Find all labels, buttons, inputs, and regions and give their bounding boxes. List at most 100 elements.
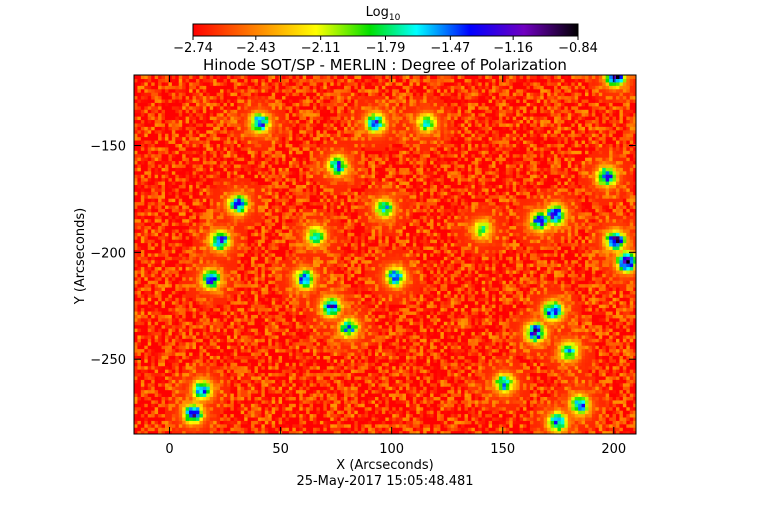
- heatmap-cell: [292, 253, 296, 257]
- heatmap-cell: [134, 386, 138, 390]
- heatmap-cell: [134, 215, 138, 219]
- heatmap-cell: [268, 342, 272, 346]
- heatmap-cell: [199, 403, 203, 407]
- heatmap-cell: [272, 253, 276, 257]
- heatmap-cell: [186, 403, 190, 407]
- heatmap-cell: [189, 232, 193, 236]
- heatmap-cell: [144, 181, 148, 185]
- heatmap-cell: [275, 393, 279, 397]
- heatmap-cell: [134, 184, 138, 188]
- heatmap-cell: [199, 253, 203, 257]
- heatmap-cell: [210, 119, 214, 123]
- heatmap-cell: [292, 328, 296, 332]
- heatmap-cell: [199, 106, 203, 110]
- heatmap-cell: [179, 386, 183, 390]
- heatmap-cell: [258, 106, 262, 110]
- heatmap-cell: [251, 328, 255, 332]
- heatmap-cell: [255, 355, 259, 359]
- heatmap-cell: [275, 246, 279, 250]
- heatmap-cell: [137, 390, 141, 394]
- heatmap-cell: [220, 325, 224, 329]
- heatmap-cell: [292, 260, 296, 264]
- heatmap-cell: [234, 362, 238, 366]
- heatmap-cell: [141, 171, 145, 175]
- heatmap-cell: [196, 232, 200, 236]
- heatmap-cell: [268, 178, 272, 182]
- heatmap-cell: [258, 420, 262, 424]
- heatmap-cell: [275, 290, 279, 294]
- heatmap-cell: [255, 390, 259, 394]
- heatmap-cell: [234, 369, 238, 373]
- heatmap-cell: [272, 260, 276, 264]
- heatmap-cell: [137, 82, 141, 86]
- heatmap-cell: [275, 164, 279, 168]
- heatmap-cell: [186, 386, 190, 390]
- heatmap-cell: [162, 198, 166, 202]
- heatmap-cell: [265, 338, 269, 342]
- heatmap-cell: [248, 301, 252, 305]
- heatmap-cell: [258, 294, 262, 298]
- heatmap-cell: [158, 270, 162, 274]
- heatmap-cell: [206, 386, 210, 390]
- heatmap-cell: [165, 407, 169, 411]
- heatmap-cell: [144, 263, 148, 267]
- heatmap-cell: [151, 396, 155, 400]
- heatmap-cell: [155, 212, 159, 216]
- heatmap-cell: [230, 171, 234, 175]
- heatmap-cell: [268, 140, 272, 144]
- heatmap-cell: [137, 318, 141, 322]
- heatmap-cell: [137, 372, 141, 376]
- heatmap-cell: [206, 355, 210, 359]
- heatmap-cell: [165, 143, 169, 147]
- heatmap-cell: [285, 150, 289, 154]
- heatmap-cell: [148, 420, 152, 424]
- heatmap-cell: [189, 225, 193, 229]
- heatmap-cell: [282, 393, 286, 397]
- heatmap-cell: [258, 99, 262, 103]
- heatmap-cell: [165, 304, 169, 308]
- heatmap-cell: [227, 359, 231, 363]
- heatmap-cell: [255, 181, 259, 185]
- heatmap-cell: [268, 236, 272, 240]
- heatmap-cell: [158, 325, 162, 329]
- heatmap-cell: [162, 232, 166, 236]
- heatmap-cell: [175, 123, 179, 127]
- heatmap-cell: [141, 366, 145, 370]
- heatmap-cell: [220, 215, 224, 219]
- heatmap-cell: [234, 263, 238, 267]
- heatmap-cell: [227, 390, 231, 394]
- heatmap-cell: [155, 328, 159, 332]
- heatmap-cell: [292, 335, 296, 339]
- heatmap-cell: [241, 171, 245, 175]
- heatmap-cell: [220, 225, 224, 229]
- heatmap-cell: [289, 164, 293, 168]
- heatmap-cell: [137, 123, 141, 127]
- heatmap-cell: [179, 407, 183, 411]
- heatmap-cell: [261, 116, 265, 120]
- heatmap-cell: [230, 157, 234, 161]
- heatmap-cell: [230, 263, 234, 267]
- heatmap-cell: [148, 263, 152, 267]
- heatmap-cell: [155, 410, 159, 414]
- heatmap-cell: [203, 113, 207, 117]
- heatmap-cell: [179, 89, 183, 93]
- heatmap-cell: [165, 290, 169, 294]
- heatmap-cell: [255, 290, 259, 294]
- heatmap-cell: [151, 85, 155, 89]
- heatmap-cell: [144, 116, 148, 120]
- heatmap-cell: [279, 366, 283, 370]
- heatmap-cell: [255, 147, 259, 151]
- heatmap-cell: [175, 287, 179, 291]
- heatmap-cell: [251, 154, 255, 158]
- heatmap-cell: [289, 157, 293, 161]
- heatmap-cell: [199, 147, 203, 151]
- heatmap-cell: [168, 331, 172, 335]
- heatmap-cell: [224, 253, 228, 257]
- heatmap-cell: [137, 171, 141, 175]
- heatmap-cell: [206, 270, 210, 274]
- heatmap-cell: [279, 284, 283, 288]
- heatmap-cell: [172, 376, 176, 380]
- heatmap-cell: [199, 113, 203, 117]
- heatmap-cell: [141, 400, 145, 404]
- heatmap-cell: [265, 143, 269, 147]
